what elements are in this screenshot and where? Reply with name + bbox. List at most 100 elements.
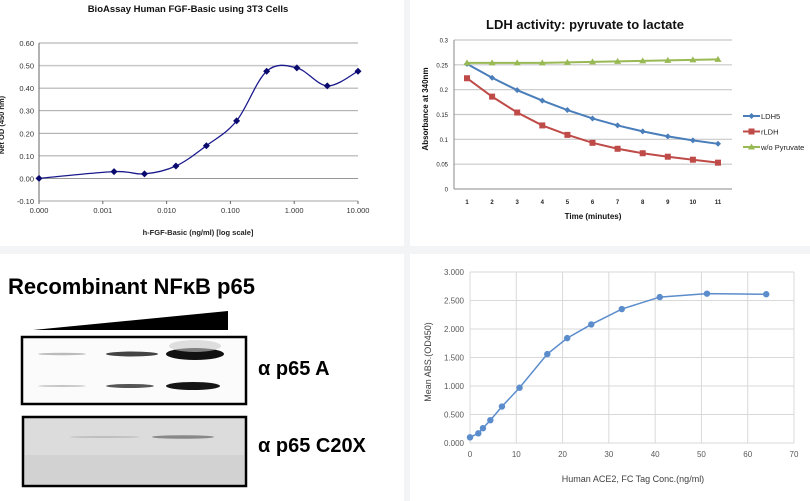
data-point (263, 67, 271, 75)
band (106, 351, 158, 357)
data-point (489, 74, 496, 81)
data-point (639, 128, 646, 135)
x-tick-label: 0 (468, 450, 473, 459)
y-tick-label: 0.15 (436, 113, 448, 119)
y-tick-label: 3.000 (444, 268, 465, 277)
x-tick-label: 1 (465, 200, 469, 206)
concentration-gradient-wedge (33, 311, 228, 330)
y-tick-label: 1.500 (444, 354, 465, 363)
x-tick-label: 7 (616, 200, 620, 206)
data-point (513, 59, 521, 66)
x-tick-label: 11 (715, 200, 722, 206)
series-line (38, 64, 359, 180)
data-point (588, 321, 595, 328)
x-tick-label: 10.000 (347, 206, 370, 215)
y-tick-label: 0.30 (19, 107, 34, 116)
y-tick-label: 2.500 (444, 297, 465, 306)
band (152, 435, 214, 439)
chart-fgf-bioassay: BioAssay Human FGF-Basic using 3T3 Cells… (0, 4, 369, 237)
legend-label: w/o Pyruvate (760, 143, 804, 152)
y-tick-label: 1.000 (444, 382, 465, 391)
data-point (539, 122, 546, 129)
data-point (488, 59, 496, 66)
data-point (589, 58, 596, 65)
y-tick-label: 0.40 (19, 84, 34, 93)
x-tick-label: 30 (604, 450, 613, 459)
data-point (140, 170, 148, 178)
data-point (516, 384, 523, 391)
x-tick-label: 9 (666, 200, 670, 206)
data-point (589, 115, 596, 122)
data-point (618, 305, 626, 313)
data-point (664, 153, 671, 160)
y-tick-label: 0.2 (440, 88, 449, 94)
y-tick-label: 0.05 (436, 163, 448, 169)
data-point (489, 93, 496, 100)
x-tick-label: 0.000 (30, 206, 49, 215)
x-tick-label: 10 (512, 450, 521, 459)
x-tick-label: 0.001 (93, 206, 112, 215)
y-tick-label: 0.20 (19, 129, 34, 138)
data-point (538, 59, 546, 66)
x-tick-label: 40 (651, 450, 660, 459)
blot-panel-p65-c20x (21, 415, 248, 488)
blot-title: Recombinant NFκB p65 (8, 274, 255, 299)
data-point (563, 58, 571, 65)
y-tick-label: 0.60 (19, 39, 34, 48)
x-tick-label: 8 (641, 200, 645, 206)
y-tick-label: 2.000 (444, 325, 465, 334)
data-point (748, 113, 755, 119)
y-axis-label: Absorbance at 340nm (421, 67, 430, 150)
x-tick-label: 0.010 (157, 206, 176, 215)
chart-title: BioAssay Human FGF-Basic using 3T3 Cells (88, 4, 289, 15)
x-tick-label: 0.100 (221, 206, 240, 215)
data-point (614, 145, 621, 152)
y-tick-label: 0.1 (440, 138, 449, 144)
data-point (564, 334, 571, 342)
data-point (763, 291, 770, 298)
data-point (748, 128, 755, 135)
x-tick-label: 4 (541, 200, 545, 206)
blot-label-p65-a: α p65 A (258, 358, 330, 380)
x-tick-label: 70 (790, 450, 799, 459)
data-point (466, 434, 474, 441)
x-tick-label: 10 (690, 200, 697, 206)
y-tick-label: 0.3 (440, 39, 449, 45)
data-point (202, 142, 210, 150)
data-point (35, 174, 43, 182)
data-point (639, 150, 646, 157)
band (166, 348, 224, 360)
chart-title: LDH activity: pyruvate to lactate (486, 17, 684, 32)
western-blot: Recombinant NFκB p65 α p65 A α p65 C20X (8, 274, 367, 488)
blot-label-p65-c20x: α p65 C20X (258, 435, 367, 457)
y-axis-label: Mean ABS.(OD450) (423, 322, 433, 402)
data-point (689, 137, 696, 144)
data-point (714, 55, 722, 62)
data-point (233, 117, 241, 125)
data-point (539, 97, 546, 104)
band (106, 384, 154, 388)
data-point (564, 131, 571, 138)
band (70, 436, 140, 438)
band (38, 385, 86, 387)
y-tick-label: 0.000 (444, 439, 465, 448)
x-axis-label: Time (minutes) (565, 212, 622, 221)
data-point (614, 122, 621, 129)
chart-ldh-activity: LDH activity: pyruvate to lactate 0 0.05 0.… (421, 17, 804, 221)
x-axis-label: h-FGF-Basic (ng/ml) [log scale] (143, 228, 254, 237)
chart-ace2-binding: 0.000 0.500 1.000 1.500 2.000 2.500 3.000 0 10 20… (423, 268, 799, 484)
data-point (293, 64, 301, 72)
series-line (469, 292, 767, 438)
data-point (656, 293, 663, 301)
panel-divider-horizontal (0, 246, 810, 254)
data-point (323, 82, 331, 90)
data-point (172, 162, 180, 170)
legend-label: LDH5 (761, 112, 780, 121)
y-tick-label: 0.10 (19, 152, 34, 161)
data-point (614, 57, 622, 64)
data-point (589, 139, 596, 146)
data-point (514, 87, 521, 94)
data-point (514, 109, 521, 116)
data-point (689, 156, 696, 163)
